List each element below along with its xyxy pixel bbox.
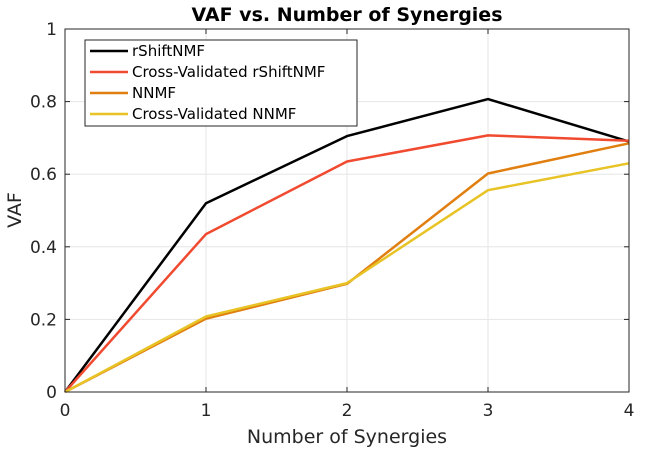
x-tick-label: 3 [483,401,494,421]
legend-label: rShiftNMF [132,42,205,60]
x-axis-title: Number of Synergies [247,426,447,448]
legend: rShiftNMF Cross-Validated rShiftNMF NNMF Cr… [84,39,358,127]
series-line [64,134,630,393]
y-tick-label: 0.6 [30,165,57,185]
y-tick-label: 0.4 [30,238,57,258]
ticks [64,28,630,393]
legend-label: Cross-Validated NNMF [132,105,296,123]
x-tick-label: 4 [624,401,635,421]
chart-title: VAF vs. Number of Synergies [191,4,502,26]
x-tick-label: 0 [60,401,71,421]
legend-label: NNMF [132,84,176,102]
x-tick-label: 2 [342,401,353,421]
legend-label: Cross-Validated rShiftNMF [132,63,325,81]
series-line [64,162,630,394]
y-tick-label: 0 [46,383,57,403]
y-tick-label: 1 [46,20,57,40]
tick-labels: 0 1 2 3 4 0 0.2 0.4 0.6 0.8 1 [30,20,634,421]
series-line [63,97,630,393]
x-tick-label: 1 [201,401,212,421]
y-tick-label: 0.8 [30,93,57,113]
y-tick-label: 0.2 [30,310,57,330]
legend-box [84,39,358,127]
y-axis-title: VAF [4,192,26,228]
series-lines [63,97,630,394]
